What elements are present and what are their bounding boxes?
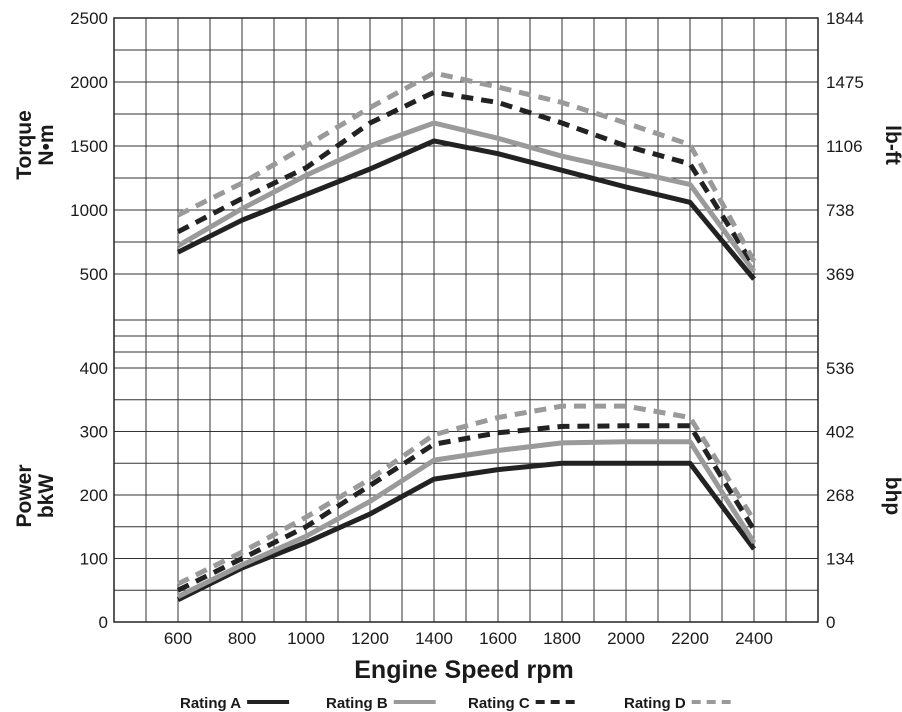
torque-right-tick-label: 738 bbox=[826, 201, 854, 220]
legend-item-rating-a: Rating A bbox=[180, 695, 290, 712]
legend: Rating A Rating B Rating C Rating D bbox=[180, 695, 734, 712]
power-axis-title: Power bbox=[13, 464, 36, 527]
x-tick-label: 600 bbox=[164, 629, 192, 648]
power-right-tick-label: 134 bbox=[826, 550, 854, 569]
torque-y-tick-label: 2500 bbox=[70, 9, 108, 28]
axes: 600 800 1000 1200 1400 1600 1800 2000 2200 240050… bbox=[70, 9, 864, 648]
x-tick-label: 1000 bbox=[287, 629, 325, 648]
power-right-tick-label: 402 bbox=[826, 423, 854, 442]
power-right-tick-label: 0 bbox=[826, 613, 835, 632]
legend-item-rating-b: Rating B bbox=[326, 695, 436, 712]
x-tick-label: 2200 bbox=[671, 629, 709, 648]
torque-right-tick-label: 1475 bbox=[826, 73, 864, 92]
x-tick-label: 1200 bbox=[351, 629, 389, 648]
power-right-tick-label: 268 bbox=[826, 486, 854, 505]
torque-right-tick-label: 1106 bbox=[826, 137, 863, 156]
torque-y-tick-label: 1500 bbox=[70, 137, 108, 156]
legend-item-rating-c: Rating C bbox=[468, 695, 578, 712]
power-series-rating-c bbox=[176, 423, 757, 593]
x-tick-label: 2400 bbox=[735, 629, 773, 648]
legend-label: Rating A bbox=[180, 695, 241, 712]
power-series-rating-d bbox=[176, 403, 757, 587]
power-y-tick-label: 0 bbox=[99, 613, 108, 632]
x-tick-label: 2000 bbox=[607, 629, 645, 648]
legend-item-rating-d: Rating D bbox=[624, 695, 734, 712]
legend-label: Rating B bbox=[326, 695, 388, 712]
torque-y-tick-label: 1000 bbox=[70, 201, 108, 220]
torque-series-rating-d bbox=[176, 70, 757, 263]
power-series-rating-a bbox=[176, 460, 757, 603]
legend-label: Rating C bbox=[468, 695, 530, 712]
torque-unit-title: N•m bbox=[35, 124, 58, 165]
torque-series-rating-b bbox=[176, 120, 757, 273]
power-y-tick-label: 300 bbox=[80, 423, 108, 442]
x-tick-label: 800 bbox=[228, 629, 256, 648]
x-axis-title: Engine Speed rpm bbox=[354, 656, 573, 684]
power-series-rating-b bbox=[176, 439, 757, 599]
torque-right-tick-label: 369 bbox=[826, 265, 854, 284]
torque-series-rating-a bbox=[176, 138, 756, 281]
x-tick-label: 1400 bbox=[415, 629, 453, 648]
power-y-tick-label: 400 bbox=[80, 359, 108, 378]
torque-axis-title: Torque bbox=[13, 110, 36, 180]
x-tick-label: 1800 bbox=[543, 629, 581, 648]
power-y-tick-label: 200 bbox=[80, 486, 108, 505]
torque-y-tick-label: 2000 bbox=[70, 73, 108, 92]
torque-right-axis-title: lb-ft bbox=[881, 125, 902, 165]
grid bbox=[113, 17, 819, 623]
plot-frame bbox=[113, 17, 819, 623]
power-right-axis-title: bhp bbox=[881, 477, 902, 515]
power-y-tick-label: 100 bbox=[80, 550, 108, 569]
series-lines bbox=[176, 70, 757, 603]
torque-y-tick-label: 500 bbox=[80, 265, 108, 284]
power-unit-title: bkW bbox=[35, 474, 58, 519]
power-right-tick-label: 536 bbox=[826, 359, 854, 378]
legend-label: Rating D bbox=[624, 695, 686, 712]
torque-right-tick-label: 1844 bbox=[826, 9, 864, 28]
x-tick-label: 1600 bbox=[479, 629, 517, 648]
torque-series-rating-c bbox=[176, 89, 757, 268]
